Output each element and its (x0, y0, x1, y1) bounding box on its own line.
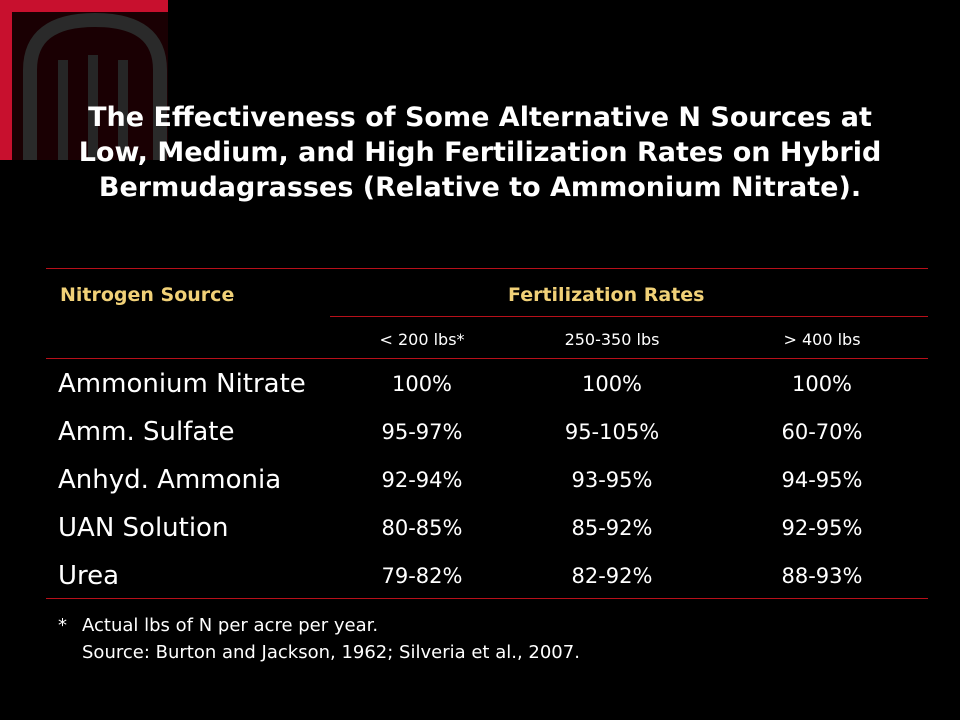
footnote-line-2: Source: Burton and Jackson, 1962; Silver… (82, 642, 580, 663)
title-line-3: Bermudagrasses (Relative to Ammonium Nit… (98, 172, 862, 203)
row-value-medium: 95-105% (564, 420, 660, 444)
row-value-low: 100% (391, 372, 453, 396)
row-value-low: 79-82% (381, 564, 463, 588)
table-row: UAN Solution 80-85% 85-92% 92-95% (0, 504, 960, 552)
rate-column-medium: 250-350 lbs (564, 330, 660, 349)
rates-sub-rule (330, 316, 928, 317)
row-value-high: 94-95% (781, 468, 863, 492)
row-value-medium: 93-95% (571, 468, 653, 492)
rate-column-high: > 400 lbs (783, 330, 861, 349)
table-bottom-rule (46, 598, 928, 599)
header-bottom-rule (46, 358, 928, 359)
footnote-line-1: Actual lbs of N per acre per year. (82, 615, 379, 636)
footnote: * Actual lbs of N per acre per year. Sour… (58, 612, 580, 666)
table-row: Urea 79-82% 82-92% 88-93% (0, 552, 960, 600)
header-fertilization-rates: Fertilization Rates (508, 284, 705, 306)
row-value-medium: 85-92% (571, 516, 653, 540)
table-top-rule (46, 268, 928, 269)
row-source: Anhyd. Ammonia (58, 465, 282, 495)
row-source: UAN Solution (58, 513, 229, 543)
slide-title: The Effectiveness of Some Alternative N … (40, 100, 920, 205)
row-value-high: 100% (791, 372, 853, 396)
row-value-low: 95-97% (381, 420, 463, 444)
row-value-medium: 82-92% (571, 564, 653, 588)
table-row: Anhyd. Ammonia 92-94% 93-95% 94-95% (0, 456, 960, 504)
row-source: Ammonium Nitrate (58, 369, 306, 399)
header-nitrogen-source: Nitrogen Source (60, 284, 235, 306)
row-value-high: 60-70% (781, 420, 863, 444)
table-row: Amm. Sulfate 95-97% 95-105% 60-70% (0, 408, 960, 456)
rate-column-low: < 200 lbs* (379, 330, 465, 349)
row-value-high: 88-93% (781, 564, 863, 588)
university-arch-logo (0, 0, 168, 160)
title-line-1: The Effectiveness of Some Alternative N … (88, 102, 872, 133)
row-value-high: 92-95% (781, 516, 863, 540)
table-row: Ammonium Nitrate 100% 100% 100% (0, 360, 960, 408)
row-value-low: 80-85% (381, 516, 463, 540)
row-value-medium: 100% (581, 372, 643, 396)
row-value-low: 92-94% (381, 468, 463, 492)
row-source: Amm. Sulfate (58, 417, 235, 447)
title-line-2: Low, Medium, and High Fertilization Rate… (78, 137, 882, 168)
row-source: Urea (58, 561, 120, 591)
footnote-marker: * (58, 615, 67, 636)
